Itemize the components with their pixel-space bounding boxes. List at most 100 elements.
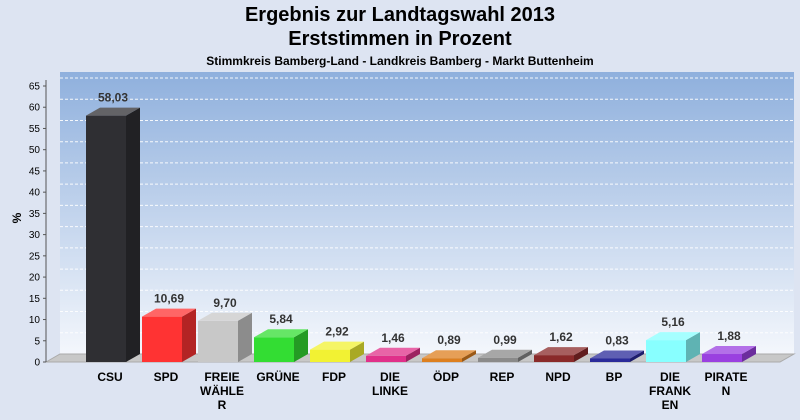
bars: 58,03 10,69 9,70 5,84 2,92 1,46 0,89 0,99 1,62 0,… — [86, 91, 756, 362]
bar-value-label: 0,99 — [493, 333, 517, 347]
y-axis: 0 5 10 15 20 25 30 35 40 45 50 55 60 65 — [29, 82, 46, 369]
bar-side — [406, 347, 420, 362]
bar-front — [702, 354, 742, 362]
y-tick-label: 0 — [34, 358, 40, 369]
chart-title: Ergebnis zur Landtagswahl 2013 — [244, 4, 556, 26]
bar-side — [742, 346, 756, 362]
y-tick-label: 20 — [29, 273, 41, 284]
x-tick-label: EN — [662, 398, 679, 412]
bar-top — [646, 332, 700, 341]
bar-value-label: 1,88 — [717, 329, 741, 343]
x-tick-label: BP — [606, 370, 623, 384]
bar-top — [366, 347, 420, 356]
bar-value-label: 10,69 — [154, 292, 184, 306]
bar-top — [590, 350, 644, 359]
bar-top — [310, 341, 364, 350]
bar-front — [534, 355, 574, 362]
x-tick-label: REP — [490, 370, 515, 384]
bar-value-label: 1,46 — [381, 331, 405, 345]
y-tick-label: 5 — [34, 336, 40, 347]
x-tick-label: FDP — [322, 370, 346, 384]
y-tick-label: 50 — [29, 145, 41, 156]
bar-value-label: 2,92 — [325, 325, 349, 339]
bar — [254, 329, 308, 362]
bar — [478, 349, 532, 362]
bar-front — [646, 340, 686, 362]
chart-subtitle: Erststimmen in Prozent — [288, 28, 512, 50]
bar — [310, 341, 364, 362]
x-tick-label: FREIE — [204, 370, 239, 384]
bar-side — [462, 350, 476, 362]
x-tick-label: LINKE — [372, 384, 408, 398]
x-tick-label: DIE — [380, 370, 400, 384]
bar — [646, 332, 700, 362]
bar — [702, 346, 756, 362]
bar-front — [198, 320, 238, 362]
x-tick-label: CSU — [97, 370, 122, 384]
bar-front — [254, 337, 294, 362]
y-tick-label: 30 — [29, 230, 41, 241]
bar — [198, 312, 252, 362]
bar-side — [238, 312, 252, 362]
bar-side — [518, 349, 532, 362]
y-tick-label: 55 — [29, 124, 41, 135]
x-tick-label: FRANK — [649, 384, 691, 398]
bar-front — [478, 357, 518, 362]
bar-side — [574, 347, 588, 362]
y-tick-label: 25 — [29, 251, 41, 262]
bar-top — [198, 312, 252, 321]
bar — [366, 347, 420, 362]
bar-value-label: 9,70 — [213, 296, 237, 310]
bar-front — [310, 349, 350, 362]
x-tick-label: NPD — [545, 370, 571, 384]
bar-top — [702, 346, 756, 355]
x-tick-label: ÖDP — [433, 369, 459, 384]
bar-front — [422, 358, 462, 362]
y-tick-label: 65 — [29, 82, 41, 93]
x-tick-label: N — [722, 384, 731, 398]
plot-background — [60, 72, 794, 354]
x-tick-label: PIRATE — [704, 370, 747, 384]
plot-area — [44, 72, 796, 363]
bar-side — [630, 350, 644, 362]
y-tick-label: 35 — [29, 209, 41, 220]
bar-value-label: 1,62 — [549, 330, 573, 344]
y-tick-label: 45 — [29, 166, 41, 177]
bar-front — [366, 355, 406, 362]
y-tick-label: 60 — [29, 103, 41, 114]
chart-caption: Stimmkreis Bamberg-Land - Landkreis Bamb… — [206, 54, 594, 68]
bar — [534, 347, 588, 362]
bar — [422, 350, 476, 362]
bar-top — [86, 107, 140, 116]
bar-top — [422, 350, 476, 359]
bar-value-label: 58,03 — [98, 91, 128, 105]
bar-front — [142, 316, 182, 362]
bar-side — [182, 308, 196, 362]
y-tick-label: 10 — [29, 315, 41, 326]
y-tick-label: 40 — [29, 188, 41, 199]
bar-value-label: 5,16 — [661, 315, 685, 329]
bar-value-label: 0,83 — [605, 333, 629, 347]
bar-side — [350, 341, 364, 362]
bar-top — [142, 308, 196, 317]
bar — [142, 308, 196, 362]
bar-top — [478, 349, 532, 358]
bar-front — [590, 358, 630, 362]
x-tick-label: GRÜNE — [256, 369, 299, 384]
bar-top — [254, 329, 308, 338]
x-tick-label: DIE — [660, 370, 680, 384]
bar-front — [86, 115, 126, 362]
bar — [590, 350, 644, 362]
bar-side — [686, 332, 700, 362]
bar-value-label: 0,89 — [437, 333, 461, 347]
x-tick-label: R — [218, 398, 227, 412]
bar-top — [534, 347, 588, 356]
x-tick-label: SPD — [154, 370, 179, 384]
y-axis-label: % — [10, 212, 24, 223]
y-tick-label: 15 — [29, 294, 41, 305]
x-tick-label: WÄHLE — [200, 383, 244, 398]
bar-side — [294, 329, 308, 362]
bar-side — [126, 107, 140, 362]
